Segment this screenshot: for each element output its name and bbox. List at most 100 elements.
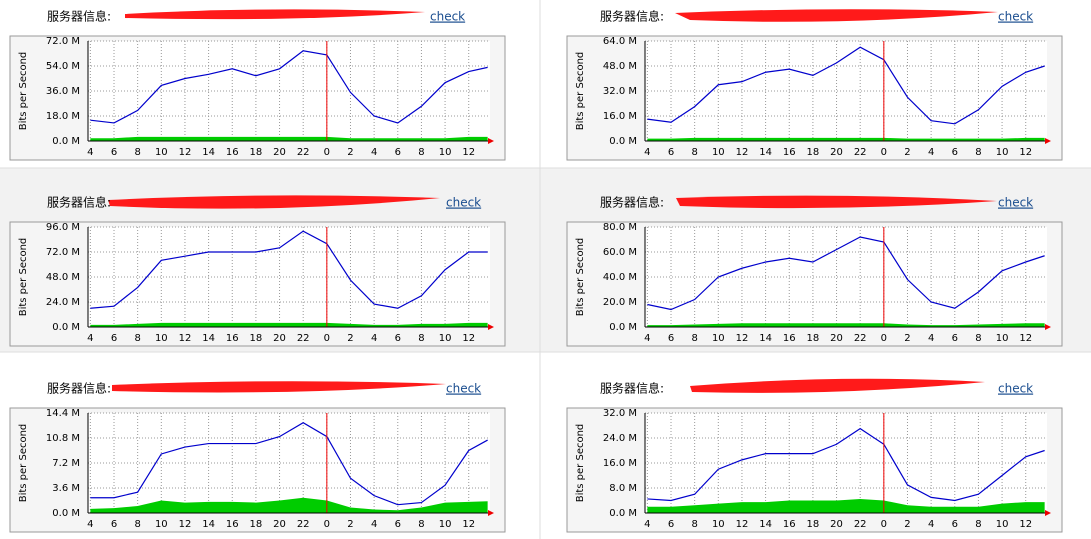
chart-panel: 服务器信息: check Bits per Second 0.0 M 24.0 M 48.… bbox=[9, 195, 506, 347]
y-tick-label: 72.0 M bbox=[46, 247, 80, 258]
x-tick-label: 4 bbox=[371, 519, 377, 530]
x-tick-label: 10 bbox=[996, 519, 1009, 530]
x-tick-label: 22 bbox=[297, 147, 310, 158]
traffic-in-area bbox=[647, 137, 1045, 141]
chart-panel: 服务器信息: check Bits per Second 0.0 M 8.0 M 16.0… bbox=[566, 381, 1063, 533]
y-tick-label: 0.0 M bbox=[609, 322, 637, 333]
x-tick-label: 16 bbox=[783, 147, 796, 158]
y-tick-label: 0.0 M bbox=[52, 322, 80, 333]
redaction bbox=[675, 9, 998, 22]
x-tick-label: 6 bbox=[952, 519, 958, 530]
y-tick-label: 60.0 M bbox=[603, 247, 637, 258]
y-tick-label: 0.0 M bbox=[609, 508, 637, 519]
check-link[interactable]: check bbox=[446, 382, 481, 396]
x-tick-label: 2 bbox=[347, 147, 353, 158]
x-tick-label: 6 bbox=[111, 147, 117, 158]
traffic-in-area bbox=[90, 136, 488, 141]
x-tick-label: 16 bbox=[226, 147, 239, 158]
x-tick-label: 0 bbox=[324, 519, 330, 530]
x-tick-label: 6 bbox=[952, 147, 958, 158]
x-tick-label: 18 bbox=[250, 147, 263, 158]
y-tick-label: 80.0 M bbox=[603, 222, 637, 233]
x-tick-label: 10 bbox=[155, 519, 168, 530]
x-tick-label: 14 bbox=[202, 519, 215, 530]
check-link[interactable]: check bbox=[430, 10, 465, 24]
x-tick-label: 10 bbox=[439, 147, 452, 158]
axis-arrow bbox=[488, 510, 494, 516]
x-tick-label: 4 bbox=[371, 333, 377, 344]
x-tick-label: 10 bbox=[996, 147, 1009, 158]
y-axis-label: Bits per Second bbox=[18, 238, 29, 317]
redaction bbox=[690, 378, 985, 393]
traffic-out-line bbox=[90, 50, 488, 124]
x-tick-label: 6 bbox=[395, 333, 401, 344]
y-tick-label: 0.0 M bbox=[52, 136, 80, 147]
x-tick-label: 4 bbox=[371, 147, 377, 158]
y-axis-label: Bits per Second bbox=[575, 238, 586, 317]
x-tick-label: 0 bbox=[324, 147, 330, 158]
x-tick-label: 10 bbox=[439, 519, 452, 530]
x-tick-label: 6 bbox=[111, 333, 117, 344]
check-link[interactable]: check bbox=[998, 196, 1033, 210]
redaction bbox=[108, 195, 440, 209]
y-tick-label: 18.0 M bbox=[46, 111, 80, 122]
y-axis-label: Bits per Second bbox=[18, 52, 29, 131]
check-link[interactable]: check bbox=[998, 382, 1033, 396]
panel-title: 服务器信息: bbox=[600, 9, 664, 24]
x-tick-label: 8 bbox=[418, 147, 424, 158]
y-tick-label: 32.0 M bbox=[603, 408, 637, 419]
x-tick-label: 8 bbox=[975, 519, 981, 530]
x-tick-label: 4 bbox=[87, 519, 93, 530]
x-tick-label: 20 bbox=[273, 147, 286, 158]
x-tick-label: 14 bbox=[759, 147, 772, 158]
check-link[interactable]: check bbox=[446, 196, 481, 210]
x-tick-label: 16 bbox=[783, 333, 796, 344]
x-tick-label: 10 bbox=[996, 333, 1009, 344]
x-tick-label: 8 bbox=[418, 519, 424, 530]
x-tick-label: 10 bbox=[712, 519, 725, 530]
x-tick-label: 12 bbox=[1019, 519, 1032, 530]
x-tick-label: 10 bbox=[439, 333, 452, 344]
x-tick-label: 4 bbox=[644, 519, 650, 530]
x-tick-label: 4 bbox=[928, 333, 934, 344]
y-tick-label: 24.0 M bbox=[46, 297, 80, 308]
y-tick-label: 48.0 M bbox=[46, 272, 80, 283]
chart-panel: 服务器信息: check Bits per Second 0.0 M 18.0 M 36.… bbox=[9, 9, 506, 161]
x-tick-label: 20 bbox=[830, 147, 843, 158]
y-tick-label: 7.2 M bbox=[52, 458, 80, 469]
x-tick-label: 22 bbox=[854, 333, 867, 344]
x-tick-label: 8 bbox=[691, 147, 697, 158]
x-tick-label: 12 bbox=[179, 147, 192, 158]
x-tick-label: 10 bbox=[155, 333, 168, 344]
x-tick-label: 18 bbox=[807, 333, 820, 344]
x-tick-label: 6 bbox=[668, 333, 674, 344]
traffic-out-line bbox=[90, 422, 488, 506]
chart-panel: 服务器信息: check Bits per Second 0.0 M 20.0 M 40.… bbox=[566, 195, 1063, 347]
traffic-out-line bbox=[647, 427, 1045, 502]
check-link[interactable]: check bbox=[998, 10, 1033, 24]
x-tick-label: 16 bbox=[226, 333, 239, 344]
x-tick-label: 8 bbox=[418, 333, 424, 344]
x-tick-label: 2 bbox=[904, 519, 910, 530]
x-tick-label: 8 bbox=[975, 147, 981, 158]
axis-arrow bbox=[488, 324, 494, 330]
y-tick-label: 24.0 M bbox=[603, 433, 637, 444]
chart-panel: 服务器信息: check Bits per Second 0.0 M 3.6 M 7.2 … bbox=[9, 381, 506, 533]
y-tick-label: 20.0 M bbox=[603, 297, 637, 308]
x-tick-label: 12 bbox=[736, 519, 749, 530]
x-tick-label: 6 bbox=[395, 519, 401, 530]
x-tick-label: 6 bbox=[668, 147, 674, 158]
y-tick-label: 10.8 M bbox=[46, 433, 80, 444]
x-tick-label: 0 bbox=[881, 519, 887, 530]
chart-panel: 服务器信息: check Bits per Second 0.0 M 16.0 M 32.… bbox=[566, 9, 1063, 161]
x-tick-label: 0 bbox=[881, 147, 887, 158]
x-tick-label: 14 bbox=[202, 147, 215, 158]
y-tick-label: 36.0 M bbox=[46, 86, 80, 97]
y-axis-label: Bits per Second bbox=[18, 424, 29, 503]
axis-arrow bbox=[1045, 324, 1051, 330]
panel-title: 服务器信息: bbox=[47, 381, 111, 396]
x-tick-label: 12 bbox=[736, 333, 749, 344]
x-tick-label: 14 bbox=[759, 333, 772, 344]
x-tick-label: 4 bbox=[928, 147, 934, 158]
x-tick-label: 20 bbox=[273, 333, 286, 344]
